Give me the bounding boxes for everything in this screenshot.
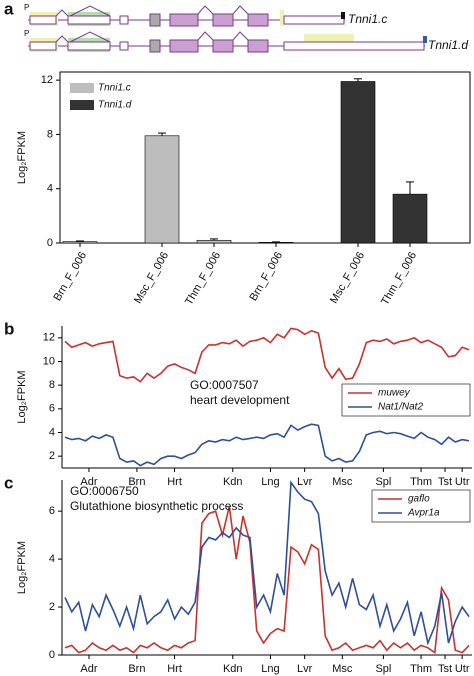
x-tick-label: Lvr: [297, 663, 313, 675]
legend-label: gaflo: [408, 494, 430, 505]
x-tick-label: Msc_F_006: [328, 250, 367, 306]
y-axis-label: Log₂FPKM: [16, 541, 28, 594]
legend-box: [341, 383, 471, 417]
promoter-label: P: [24, 29, 29, 38]
promoter-label: P: [24, 3, 29, 12]
bar: [62, 241, 98, 244]
line-series: [64, 506, 470, 655]
gene-name: Tnni1.d: [428, 38, 468, 52]
y-tick-label: 4: [47, 183, 53, 195]
x-tick-label: Hrt: [167, 476, 182, 488]
x-tick-label: Msc_F_006: [132, 250, 171, 306]
x-tick-label: Lng: [261, 663, 279, 675]
x-tick-label: Hrt: [167, 663, 182, 675]
x-tick-label: Utr: [455, 476, 470, 488]
x-tick-label: Lng: [261, 476, 279, 488]
y-axis-label: Log₂FPKM: [16, 370, 28, 423]
bar: [392, 193, 428, 244]
x-tick-label: Brn: [128, 476, 145, 488]
x-tick-label: Spl: [375, 663, 391, 675]
panel-label: b: [4, 319, 14, 338]
x-tick-label: Brn: [128, 663, 145, 675]
gene-structure: [28, 5, 427, 53]
y-tick-label: 12: [41, 74, 53, 86]
legend-swatch: [70, 100, 94, 110]
line-series: [64, 327, 470, 383]
line-series: [64, 423, 470, 467]
legend-label: Tnni1.c: [98, 83, 131, 94]
x-tick-label: Tst: [438, 663, 452, 675]
y-tick-label: 0: [49, 649, 55, 661]
y-tick-label: 4: [49, 553, 55, 565]
x-tick-label: Utr: [455, 663, 470, 675]
y-tick-label: 10: [43, 355, 55, 367]
y-tick-label: 8: [47, 128, 53, 140]
annotation: Glutathione biosynthetic process: [70, 499, 243, 513]
x-tick-label: Lvr: [297, 476, 313, 488]
y-tick-label: 12: [43, 332, 55, 344]
x-tick-label: Brn_F_006: [52, 250, 90, 303]
y-tick-label: 6: [49, 403, 55, 415]
y-tick-label: 2: [49, 450, 55, 462]
x-tick-label: Kdn: [223, 476, 243, 488]
x-tick-label: Adr: [80, 476, 97, 488]
legend-label: muwey: [378, 388, 411, 399]
x-tick-label: Kdn: [223, 663, 243, 675]
annotation: GO:0007507: [190, 378, 259, 392]
legend-swatch: [70, 83, 94, 93]
bar: [196, 239, 232, 244]
legend-label: Tnni1.d: [98, 100, 132, 111]
x-tick-label: Msc: [332, 663, 353, 675]
y-axis-label: Log₂FPKM: [16, 131, 28, 184]
annotation: GO:0006750: [70, 484, 139, 498]
x-tick-label: Thm: [410, 476, 432, 488]
x-tick-label: Spl: [375, 476, 391, 488]
x-tick-label: Tst: [438, 476, 452, 488]
panel-label: c: [4, 473, 13, 492]
y-tick-label: 0: [47, 237, 53, 249]
x-tick-label: Thm_F_006: [379, 250, 419, 307]
y-tick-label: 4: [49, 426, 55, 438]
x-tick-label: Adr: [80, 663, 97, 675]
legend-label: Avpr1a: [407, 508, 440, 519]
legend-box: [371, 489, 471, 523]
x-tick-label: Thm: [410, 663, 432, 675]
line-series: [64, 480, 470, 646]
x-tick-label: Msc: [332, 476, 353, 488]
x-tick-label: Thm_F_006: [183, 250, 223, 307]
legend-label: Nat1/Nat2: [378, 402, 423, 413]
y-tick-label: 8: [49, 379, 55, 391]
panel-label: a: [4, 0, 14, 18]
y-tick-label: 2: [49, 601, 55, 613]
gene-name: Tnni1.c: [348, 12, 387, 26]
bar: [340, 81, 376, 244]
x-tick-label: Brn_F_006: [248, 250, 286, 303]
y-tick-label: 6: [49, 505, 55, 517]
annotation: heart development: [190, 393, 290, 407]
bar: [144, 135, 180, 244]
